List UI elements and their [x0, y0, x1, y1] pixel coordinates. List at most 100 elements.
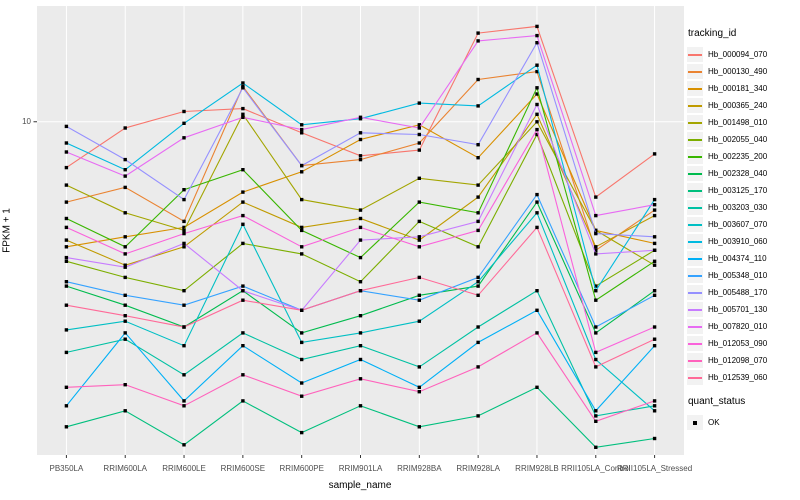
legend-item-label: Hb_012098_070	[708, 356, 768, 365]
data-point-marker	[535, 331, 539, 335]
line-swatch-icon	[687, 98, 703, 113]
data-point-marker	[182, 121, 186, 125]
legend-item-Hb_012098_070: Hb_012098_070	[687, 352, 800, 369]
data-point-marker	[64, 425, 69, 429]
data-point-marker	[182, 188, 186, 192]
data-point-marker	[594, 325, 598, 329]
data-point-marker	[241, 106, 245, 111]
data-point-marker	[476, 414, 480, 418]
data-point-marker	[476, 143, 480, 147]
data-point-marker	[64, 255, 69, 260]
legend-item-Hb_000130_490: Hb_000130_490	[687, 63, 800, 80]
data-point-marker	[64, 385, 69, 389]
data-point-marker	[64, 259, 69, 263]
data-point-marker	[241, 373, 245, 377]
data-point-marker	[476, 245, 480, 249]
ok-square-point-icon	[687, 415, 703, 430]
data-point-marker	[417, 319, 421, 323]
data-point-marker	[535, 112, 539, 116]
x-tick-label: RRII105LA_Stressed	[617, 464, 693, 473]
data-point-marker	[123, 211, 127, 215]
series-markers-Hb_000365_240	[64, 112, 657, 267]
data-point-marker	[241, 222, 245, 226]
legend-items-tracking-id: Hb_000094_070 Hb_000130_490 Hb_000181_340 H…	[687, 46, 800, 386]
data-point-marker	[652, 289, 657, 293]
line-swatch-icon	[687, 370, 703, 385]
data-point-marker	[417, 293, 421, 297]
legend-item-Hb_003607_070: Hb_003607_070	[687, 216, 800, 233]
data-point-marker	[535, 211, 539, 215]
data-point-marker	[300, 252, 304, 256]
data-point-marker	[241, 112, 245, 116]
legend-item-Hb_000365_240: Hb_000365_240	[687, 97, 800, 114]
data-point-marker	[594, 331, 598, 335]
y-tick-label: 10	[22, 117, 31, 126]
data-point-marker	[476, 280, 480, 284]
data-point-marker	[123, 383, 127, 387]
data-point-marker	[123, 275, 127, 280]
line-swatch-icon	[687, 217, 703, 232]
data-point-marker	[652, 409, 657, 413]
series-markers-Hb_003607_070	[64, 211, 657, 413]
data-point-marker	[241, 115, 245, 119]
series-markers-Hb_003203_030	[64, 289, 657, 418]
legend-item-label: Hb_000365_240	[708, 101, 768, 110]
series-markers-Hb_005701_130	[64, 102, 657, 312]
data-point-marker	[535, 192, 539, 197]
data-point-marker	[535, 102, 539, 107]
data-point-marker	[476, 183, 480, 187]
legend-item-Hb_000181_340: Hb_000181_340	[687, 80, 800, 97]
data-point-marker	[182, 219, 186, 224]
data-point-marker	[358, 238, 363, 242]
data-point-marker	[358, 131, 363, 135]
data-point-marker	[64, 350, 69, 355]
data-point-marker	[594, 213, 598, 218]
data-point-marker	[300, 170, 304, 174]
data-point-marker	[417, 425, 421, 429]
legend-item-label: Hb_001498_010	[708, 118, 768, 127]
data-point-marker	[652, 203, 657, 207]
data-point-marker	[182, 109, 186, 114]
data-point-marker	[358, 154, 363, 158]
data-point-marker	[652, 399, 657, 403]
x-tick-label: RRIM928BA	[397, 464, 442, 473]
legend-item-label: Hb_005488_170	[708, 288, 768, 297]
legend-item-Hb_012539_060: Hb_012539_060	[687, 369, 800, 386]
data-point-marker	[417, 245, 421, 249]
data-point-marker	[652, 235, 657, 239]
data-point-marker	[300, 225, 304, 230]
data-point-marker	[300, 123, 304, 127]
legend-item-Hb_003910_060: Hb_003910_060	[687, 233, 800, 250]
legend-item-Hb_003203_030: Hb_003203_030	[687, 199, 800, 216]
series-markers-Hb_007820_010	[64, 33, 657, 218]
data-point-marker	[300, 340, 304, 345]
data-point-marker	[358, 208, 363, 212]
data-point-marker	[241, 200, 245, 204]
data-point-marker	[594, 231, 598, 236]
x-tick-label: RRIM928LB	[515, 464, 559, 473]
data-point-marker	[594, 289, 598, 293]
legend-item-label: Hb_005701_130	[708, 305, 768, 314]
data-point-marker	[594, 245, 598, 249]
data-point-marker	[417, 390, 421, 394]
data-point-marker	[182, 289, 186, 293]
data-point-marker	[476, 275, 480, 280]
data-point-marker	[417, 123, 421, 127]
data-point-marker	[123, 252, 127, 256]
data-point-marker	[535, 33, 539, 38]
data-point-marker	[123, 409, 127, 413]
series-markers-Hb_012539_060	[64, 225, 657, 369]
data-point-marker	[594, 350, 598, 355]
data-point-marker	[652, 436, 657, 441]
data-point-marker	[358, 377, 363, 381]
data-point-marker	[64, 404, 69, 408]
data-point-marker	[535, 63, 539, 67]
legend: tracking_id Hb_000094_070 Hb_000130_490 Hb…	[687, 28, 800, 431]
x-tick-label: RRIM901LA	[338, 464, 383, 473]
data-point-marker	[182, 241, 186, 246]
data-point-marker	[417, 238, 421, 242]
data-point-marker	[64, 150, 69, 154]
data-point-marker	[358, 255, 363, 260]
data-point-marker	[594, 419, 598, 423]
